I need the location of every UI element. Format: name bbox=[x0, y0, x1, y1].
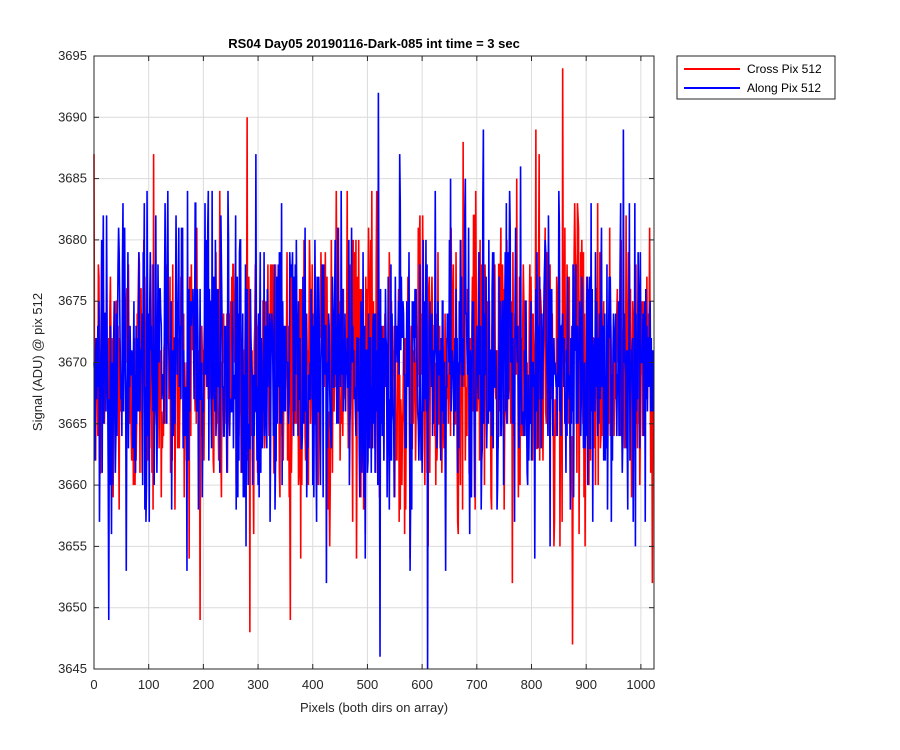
y-tick-label: 3690 bbox=[58, 109, 87, 124]
x-tick-labels: 0 100 200 300 400 500 600 700 800 900 1000 bbox=[90, 677, 655, 692]
chart-title: RS04 Day05 20190116-Dark-085 int time = … bbox=[228, 36, 520, 51]
y-tick-label: 3670 bbox=[58, 355, 87, 370]
x-tick-label: 900 bbox=[575, 677, 597, 692]
x-tick-label: 0 bbox=[90, 677, 97, 692]
x-tick-label: 800 bbox=[521, 677, 543, 692]
series-along-line bbox=[93, 92, 655, 670]
y-tick-label: 3650 bbox=[58, 600, 87, 615]
legend-label-along: Along Pix 512 bbox=[747, 81, 821, 95]
y-tick-label: 3680 bbox=[58, 232, 87, 247]
y-tick-labels: 3645 3650 3655 3660 3665 3670 3675 3680 3685 3690… bbox=[58, 48, 87, 676]
x-tick-label: 300 bbox=[247, 677, 269, 692]
y-tick-label: 3645 bbox=[58, 661, 87, 676]
x-tick-label: 1000 bbox=[626, 677, 655, 692]
y-tick-label: 3655 bbox=[58, 538, 87, 553]
legend: Cross Pix 512 Along Pix 512 bbox=[676, 55, 836, 100]
y-axis-label: Signal (ADU) @ pix 512 bbox=[30, 293, 45, 431]
x-tick-label: 200 bbox=[193, 677, 215, 692]
x-tick-label: 100 bbox=[138, 677, 160, 692]
x-tick-label: 400 bbox=[302, 677, 324, 692]
x-tick-label: 600 bbox=[411, 677, 433, 692]
y-tick-label: 3695 bbox=[58, 48, 87, 63]
axis-ticks bbox=[93, 55, 654, 670]
x-tick-label: 500 bbox=[357, 677, 379, 692]
y-tick-label: 3665 bbox=[58, 416, 87, 431]
y-tick-label: 3675 bbox=[58, 293, 87, 308]
x-axis-label: Pixels (both dirs on array) bbox=[300, 700, 448, 715]
y-tick-label: 3660 bbox=[58, 477, 87, 492]
legend-box bbox=[676, 55, 836, 100]
y-tick-label: 3685 bbox=[58, 171, 87, 186]
series-lines bbox=[93, 68, 655, 670]
legend-label-cross: Cross Pix 512 bbox=[747, 62, 822, 76]
x-tick-label: 700 bbox=[466, 677, 488, 692]
